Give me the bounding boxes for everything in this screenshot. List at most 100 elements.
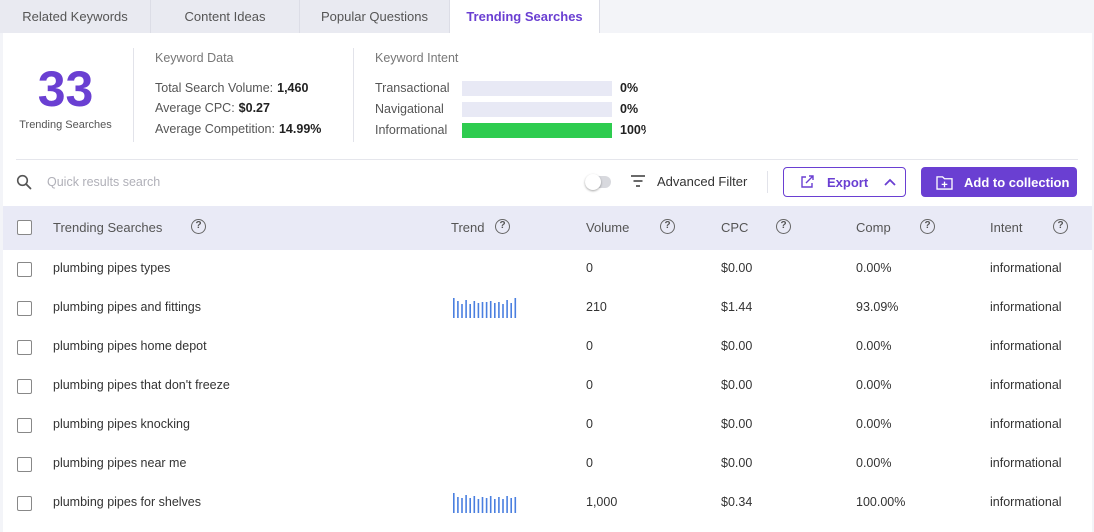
intent-cell: informational [990,300,1062,314]
volume-cell: 1,000 [586,495,618,509]
trend-bar [489,496,492,513]
comp-cell: 0.00% [856,417,892,431]
col-header-volume[interactable]: Volume [586,220,630,235]
trend-bar [477,303,480,318]
export-label: Export [827,174,869,190]
trend-bar [465,495,467,513]
tab-content-ideas[interactable]: Content Ideas [151,0,300,33]
intent-label: Transactional [375,81,450,95]
col-header-cpc[interactable]: CPC [721,220,749,235]
divider [767,171,768,193]
trend-bar [498,497,500,513]
col-header-comp[interactable]: Comp [856,220,891,235]
cpc-cell: $0.00 [721,339,753,353]
keyword-data-title: Keyword Data [155,51,234,65]
trend-bar [485,498,488,513]
intent-label: Informational [375,123,448,137]
intent-cell: informational [990,261,1062,275]
divider [353,48,354,142]
trend-bar [481,302,484,318]
trend-bar [514,298,517,318]
trend-bar [457,301,459,318]
total-search-volume-label: Total Search Volume: [155,81,274,95]
export-button[interactable]: Export [783,167,906,197]
row-checkbox[interactable] [17,457,32,472]
trend-bar [461,498,463,513]
export-icon [801,175,814,188]
tab-trending-searches[interactable]: Trending Searches [450,0,600,33]
volume-cell: 0 [586,339,593,353]
col-header-intent[interactable]: Intent [990,220,1023,235]
tab-related-keywords[interactable]: Related Keywords [0,0,151,33]
comp-cell: 93.09% [856,300,899,314]
intent-percent: 0% [620,102,639,116]
keyword-cell[interactable]: plumbing pipes types [53,261,171,275]
trend-bar [453,493,455,513]
intent-row-navigational: Navigational 0% [375,101,646,117]
col-header-trend[interactable]: Trend [451,220,485,235]
intent-row-informational: Informational 100% [375,122,646,138]
row-checkbox[interactable] [17,301,32,316]
trend-bar [506,496,508,513]
trend-bar [502,304,504,318]
average-competition: Average Competition: 14.99% [155,122,321,136]
row-checkbox[interactable] [17,418,32,433]
intent-cell: informational [990,378,1062,392]
help-icon[interactable]: ? [1053,219,1068,234]
help-icon[interactable]: ? [191,219,206,234]
quick-search-input[interactable] [47,172,447,192]
volume-cell: 0 [586,456,593,470]
add-to-collection-button[interactable]: Add to collection [921,167,1077,197]
trend-bar [469,498,471,513]
intent-cell: informational [990,417,1062,431]
trend-bar [485,302,488,318]
intent-bar [462,122,612,138]
help-icon[interactable]: ? [660,219,675,234]
keyword-cell[interactable]: plumbing pipes knocking [53,417,190,431]
trend-bar [514,497,517,513]
trend-bar [510,303,512,318]
trend-bar [473,301,476,318]
total-search-volume: Total Search Volume: 1,460 [155,81,308,95]
average-competition-label: Average Competition: [155,122,275,136]
row-checkbox[interactable] [17,379,32,394]
cpc-cell: $0.00 [721,456,753,470]
intent-bar [462,80,612,96]
col-header-keyword[interactable]: Trending Searches [53,220,163,235]
trending-count-block: 33 Trending Searches [13,63,118,131]
keyword-cell[interactable]: plumbing pipes that don't freeze [53,378,230,392]
help-icon[interactable]: ? [495,219,510,234]
row-checkbox[interactable] [17,496,32,511]
keyword-cell[interactable]: plumbing pipes and fittings [53,300,202,314]
comp-cell: 0.00% [856,456,892,470]
filter-icon[interactable] [630,174,646,188]
keyword-intent-title: Keyword Intent [375,51,459,65]
row-checkbox[interactable] [17,340,32,355]
trend-bar [502,499,504,513]
cpc-cell: $1.44 [721,300,753,314]
select-all-checkbox[interactable] [17,220,32,235]
tab-popular-questions[interactable]: Popular Questions [300,0,450,33]
table-row: plumbing pipes home depot 0 $0.00 0.00% info… [3,327,1092,366]
keyword-cell[interactable]: plumbing pipes for shelves [53,495,201,509]
table-row: plumbing pipes near me 0 $0.00 0.00% informa… [3,444,1092,483]
trend-bar [494,499,496,513]
table-row: plumbing pipes types 0 $0.00 0.00% informati… [3,249,1092,288]
toggle-switch[interactable] [585,174,611,190]
row-checkbox[interactable] [17,262,32,277]
section-divider [16,159,1078,160]
trend-bar [510,498,512,513]
results-panel: 33 Trending Searches Keyword Data Total … [3,33,1092,532]
trend-bar [494,303,496,318]
trend-bar [473,496,476,513]
intent-row-transactional: Transactional 0% [375,80,646,96]
advanced-filter-button[interactable]: Advanced Filter [657,174,748,189]
intent-cell: informational [990,339,1062,353]
comp-cell: 100.00% [856,495,906,509]
keyword-cell[interactable]: plumbing pipes home depot [53,339,207,353]
help-icon[interactable]: ? [776,219,791,234]
tab-bar: Related Keywords Content Ideas Popular Q… [0,0,600,33]
help-icon[interactable]: ? [920,219,935,234]
keyword-cell[interactable]: plumbing pipes near me [53,456,187,470]
volume-cell: 0 [586,261,593,275]
